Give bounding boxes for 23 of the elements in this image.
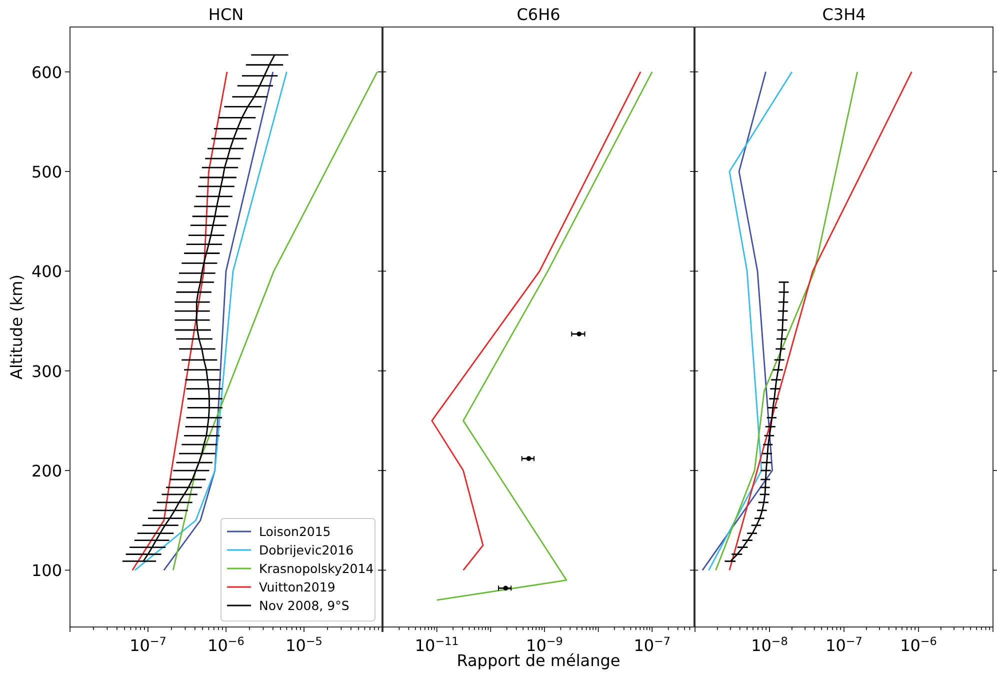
y-tick-label: 200 <box>31 462 62 481</box>
x-tick-label: 10$^{−7}$ <box>130 634 166 655</box>
x-tick-label: 10$^{−11}$ <box>414 634 459 655</box>
y-tick-label: 500 <box>31 162 62 182</box>
y-axis-title: Altitude (km) <box>7 274 26 380</box>
x-tick-label: 10$^{−5}$ <box>286 634 322 655</box>
x-tick-label: 10$^{−7}$ <box>826 634 862 655</box>
legend-label: Dobrijevic2016 <box>259 542 354 558</box>
x-tick-label: 10$^{−6}$ <box>900 634 937 655</box>
x-tick-label: 10$^{−6}$ <box>208 634 244 655</box>
legend-label: Vuitton2019 <box>259 580 336 594</box>
x-tick-label: 10$^{−8}$ <box>751 634 788 655</box>
y-tick-label: 600 <box>31 62 62 82</box>
chart-title: C6H6 <box>516 5 560 24</box>
legend-label: Loison2015 <box>259 524 331 539</box>
y-tick-label: 400 <box>31 262 62 282</box>
chart-title: HCN <box>208 5 244 24</box>
y-tick-label: 300 <box>31 362 62 381</box>
legend-label: Nov 2008, 9°S <box>259 598 350 613</box>
chart-title: C3H4 <box>822 5 866 24</box>
y-tick-label: 100 <box>31 561 62 580</box>
x-tick-label: 10$^{−7}$ <box>634 634 671 655</box>
legend-label: Krasnopolsky2014 <box>259 561 374 576</box>
